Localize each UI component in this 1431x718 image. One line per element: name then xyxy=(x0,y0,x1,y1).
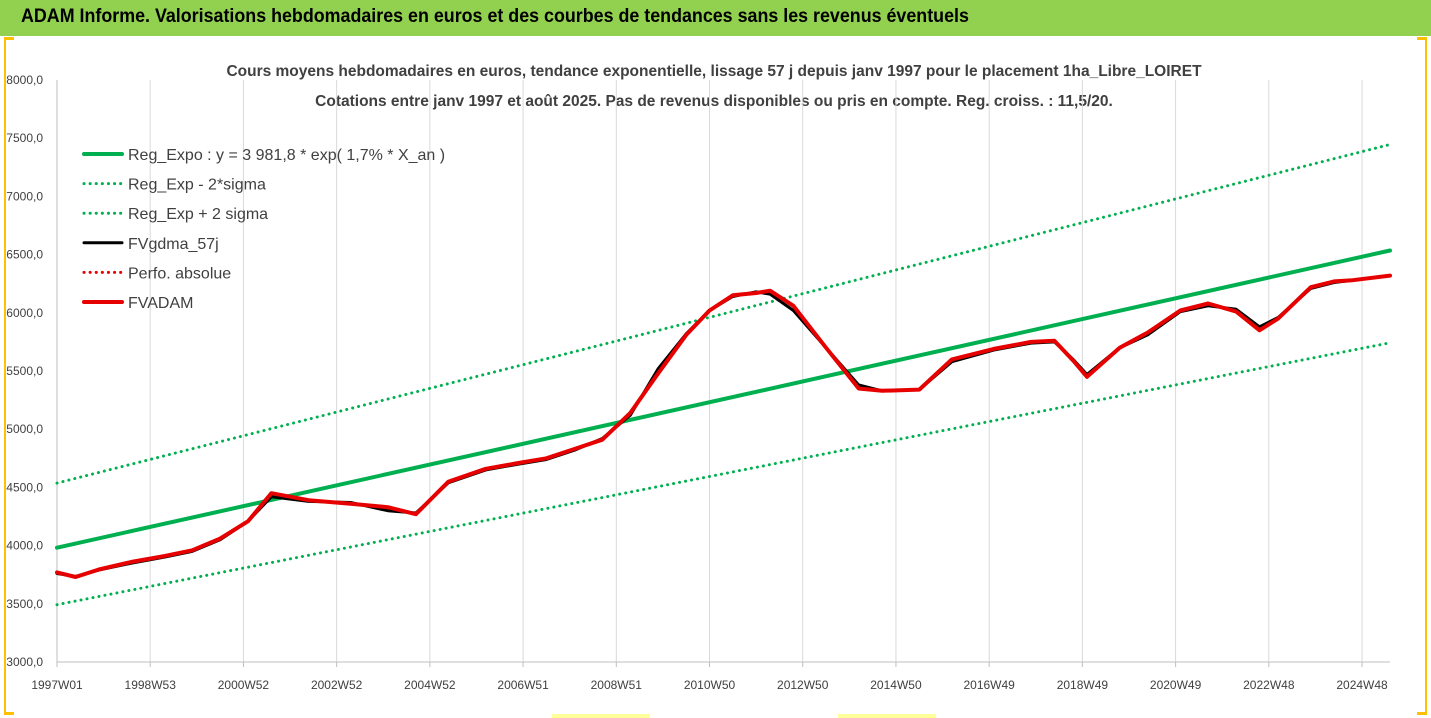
chart-subtitle: Cotations entre janv 1997 et août 2025. … xyxy=(315,93,1113,110)
y-tick-label: 6500,0 xyxy=(6,248,43,262)
series-line-1 xyxy=(55,341,1392,607)
x-tick-label: 2008W51 xyxy=(591,678,643,692)
y-tick-label: 5500,0 xyxy=(6,364,43,378)
y-tick-label: 5000,0 xyxy=(6,422,43,436)
grid-layer xyxy=(149,80,1363,662)
legend-label-5: FVADAM xyxy=(128,295,193,312)
legend-label-1: Reg_Exp - 2*sigma xyxy=(128,177,266,194)
y-tick-label: 7500,0 xyxy=(6,131,43,145)
x-tick-label: 1997W01 xyxy=(31,678,83,692)
y-tick-label: 4000,0 xyxy=(6,539,43,553)
x-tick-label: 2024W48 xyxy=(1336,678,1388,692)
x-tick-label: 2022W48 xyxy=(1243,678,1295,692)
x-tick-label: 2006W51 xyxy=(497,678,549,692)
frame-corner-tl xyxy=(4,37,14,40)
y-tick-label: 3000,0 xyxy=(6,655,43,669)
legend-label-3: FVgdma_57j xyxy=(128,236,219,253)
legend: Reg_Expo : y = 3 981,8 * exp( 1,7% * X_a… xyxy=(82,147,445,312)
y-tick-label: 4500,0 xyxy=(6,480,43,494)
report-banner: ADAM Informe. Valorisations hebdomadaire… xyxy=(0,0,1431,36)
axis-layer: 1997W01 1998W53 2000W52 2002W52 2004W52 2006W… xyxy=(6,73,1390,692)
series-line-5 xyxy=(55,273,1392,579)
chart-title: Cours moyens hebdomadaires en euros, ten… xyxy=(226,63,1202,80)
chart-frame xyxy=(4,37,1427,715)
series-line-2 xyxy=(55,143,1392,485)
series-line-0 xyxy=(55,248,1392,550)
x-tick-label: 2004W52 xyxy=(404,678,456,692)
x-tick-label: 2020W49 xyxy=(1150,678,1202,692)
y-tick-label: 7000,0 xyxy=(6,189,43,203)
series-line-3 xyxy=(55,274,1392,578)
y-tick-label: 8000,0 xyxy=(6,73,43,87)
legend-label-0: Reg_Expo : y = 3 981,8 * exp( 1,7% * X_a… xyxy=(128,147,445,164)
frame-corner-br xyxy=(1417,712,1427,715)
x-tick-label: 2014W50 xyxy=(870,678,922,692)
y-tick-label: 6000,0 xyxy=(6,306,43,320)
x-tick-label: 2012W50 xyxy=(777,678,829,692)
frame-bottom-tab-left xyxy=(552,714,650,718)
x-tick-label: 2002W52 xyxy=(311,678,363,692)
x-tick-label: 2018W49 xyxy=(1057,678,1109,692)
frame-bottom-tab-right xyxy=(838,714,936,718)
x-tick-label: 2016W49 xyxy=(963,678,1015,692)
report-title: ADAM Informe. Valorisations hebdomadaire… xyxy=(21,6,969,27)
x-tick-label: 2000W52 xyxy=(218,678,270,692)
series-layer xyxy=(55,143,1392,607)
x-tick-label: 2010W50 xyxy=(684,678,736,692)
legend-label-4: Perfo. absolue xyxy=(128,265,231,282)
x-tick-label: 1998W53 xyxy=(125,678,177,692)
y-tick-label: 3500,0 xyxy=(6,597,43,611)
frame-corner-tr xyxy=(1417,37,1427,40)
frame-corner-bl xyxy=(4,712,14,715)
legend-label-2: Reg_Exp + 2 sigma xyxy=(128,206,268,223)
